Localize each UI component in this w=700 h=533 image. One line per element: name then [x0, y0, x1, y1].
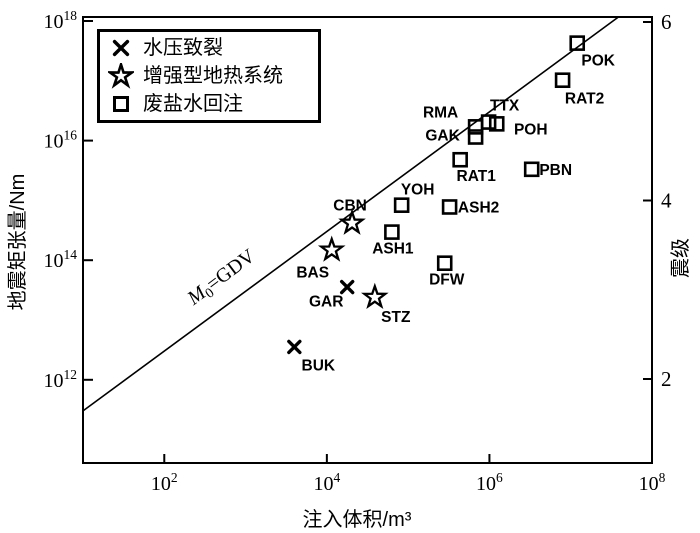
- point-label: POK: [581, 53, 615, 70]
- square-marker: [384, 224, 400, 240]
- square-marker: [488, 116, 505, 132]
- magnitude-tick-label: 6: [661, 10, 672, 34]
- square-marker: [554, 72, 571, 89]
- star-marker: [361, 282, 389, 310]
- square-marker: [441, 199, 458, 215]
- point-label: RAT2: [565, 91, 604, 108]
- square-marker: [467, 119, 484, 135]
- y-tick-label: 1014: [44, 247, 78, 272]
- point-label: CBN: [333, 198, 367, 215]
- point-label: BAS: [296, 265, 329, 282]
- right-axis-title: 震级: [670, 238, 692, 278]
- point-label: STZ: [381, 309, 411, 326]
- point-label: BUK: [302, 357, 336, 374]
- point-label: RMA: [423, 104, 458, 121]
- y-tick-label: 1012: [44, 367, 78, 392]
- legend-item-label: 水压致裂: [143, 36, 223, 59]
- star-marker: [317, 235, 346, 262]
- square-marker: [393, 197, 410, 213]
- legend-item-egs: 增强型地热系统: [108, 62, 314, 89]
- legend-item-label: 废盐水回注: [143, 93, 243, 116]
- cross-marker: [287, 339, 302, 355]
- point-label: RAT1: [457, 168, 497, 185]
- x-axis-title: 注入体积/m³: [302, 509, 412, 531]
- point-label: POH: [514, 121, 548, 138]
- square-marker: [523, 161, 540, 178]
- point-label: ASH1: [372, 241, 414, 258]
- legend: 水压致裂 增强型地热系统 废盐水回注: [97, 29, 321, 123]
- x-tick-label: 106: [476, 470, 503, 495]
- cross-marker: [339, 279, 355, 295]
- reference-line-label: M0=GDV: [183, 245, 262, 313]
- cross-marker-icon: [108, 37, 134, 59]
- plot-frame: [82, 16, 653, 464]
- star-marker: [338, 208, 366, 235]
- square-marker: [569, 35, 586, 51]
- x-tick-label: 104: [313, 470, 340, 495]
- point-label: DFW: [429, 272, 465, 289]
- square-marker-icon: [108, 94, 134, 114]
- point-label: ASH2: [458, 199, 499, 216]
- y-tick-label: 1018: [44, 8, 78, 33]
- point-label: GAR: [309, 294, 343, 311]
- star-marker-icon: [108, 62, 134, 89]
- legend-item-label: 增强型地热系统: [143, 64, 283, 87]
- square-marker: [467, 129, 484, 145]
- legend-item-wastewater-injection: 废盐水回注: [108, 92, 314, 116]
- point-label: PBN: [539, 162, 572, 179]
- point-label: YOH: [401, 182, 435, 199]
- y-tick-label: 1016: [44, 128, 78, 153]
- square-marker: [436, 255, 453, 271]
- y-axis-title: 地震矩张量/Nm: [7, 173, 29, 311]
- magnitude-tick-label: 4: [661, 189, 672, 213]
- legend-item-hydraulic-fracturing: 水压致裂: [108, 36, 314, 60]
- x-tick-label: 108: [639, 470, 666, 495]
- point-label: TTX: [490, 98, 520, 115]
- square-marker: [452, 151, 468, 168]
- point-label: GAK: [425, 128, 460, 145]
- x-tick-label: 102: [151, 470, 178, 495]
- magnitude-tick-label: 2: [661, 367, 672, 391]
